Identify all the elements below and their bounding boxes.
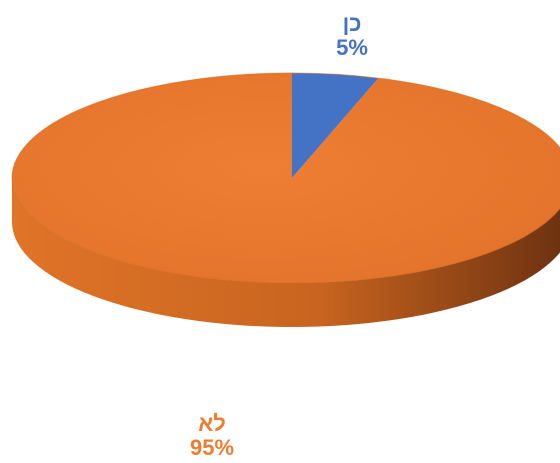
slice-name-no: לא [198, 411, 226, 436]
pie-side-wall [12, 178, 560, 327]
slice-label-yes: כן 5% [336, 12, 368, 60]
pie-slice-no [12, 73, 560, 283]
slice-percent-no: 95% [189, 435, 235, 460]
slice-label-no: לא 95% [190, 412, 234, 460]
pie-top-rim [11, 72, 560, 284]
slice-name-yes: כן [342, 11, 362, 36]
pie-slice-yes [292, 73, 379, 178]
slice-percent-yes: 5% [336, 35, 368, 60]
